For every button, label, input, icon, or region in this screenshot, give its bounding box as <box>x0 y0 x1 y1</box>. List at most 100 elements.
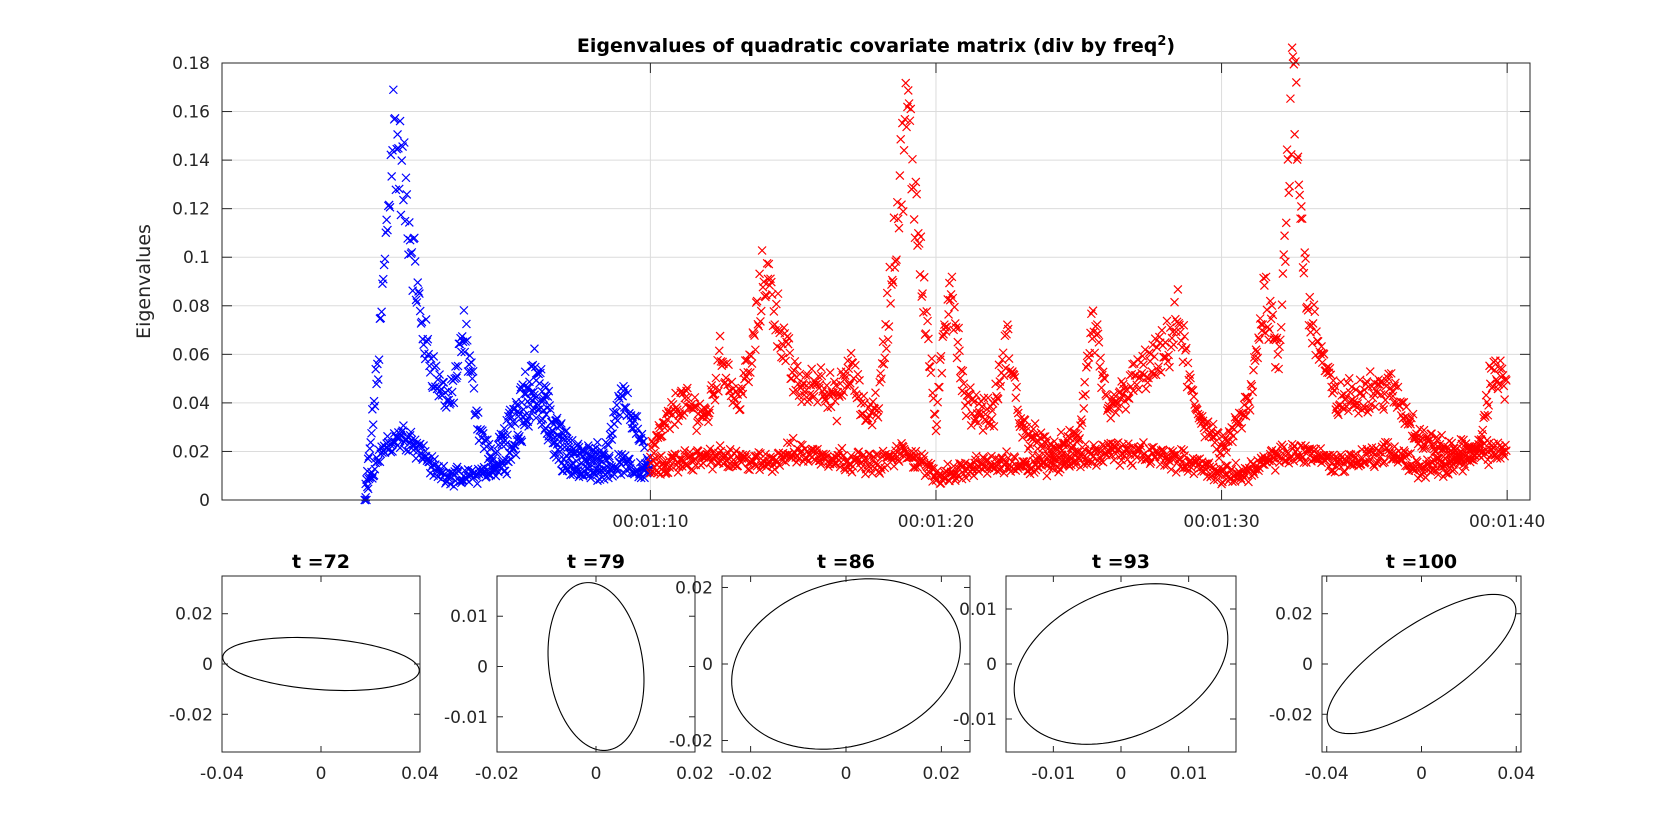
data-point-marker <box>1183 358 1193 368</box>
data-point-marker <box>551 449 560 459</box>
ellipse-subplot-1: t =72 -0.04 0 0.04 -0.02 0 0.02 <box>169 551 439 784</box>
data-point-marker <box>1018 433 1027 442</box>
data-point-marker <box>1268 310 1278 320</box>
subplot-ticks <box>722 576 970 752</box>
data-point-marker <box>925 468 935 478</box>
data-point-marker <box>1433 470 1443 480</box>
data-point-marker <box>1364 382 1373 392</box>
y-tick-label: 0 <box>986 655 997 675</box>
data-point-marker <box>650 440 660 450</box>
data-point-marker <box>1253 353 1263 363</box>
data-point-marker <box>682 383 692 393</box>
data-point-marker <box>385 202 395 212</box>
data-point-marker <box>1259 273 1268 283</box>
data-point-marker <box>919 272 929 282</box>
data-point-marker <box>502 469 512 479</box>
data-point-marker <box>744 377 754 387</box>
x-tick-label: 00:01:30 <box>1183 512 1259 532</box>
data-point-marker <box>363 454 373 464</box>
data-point-marker <box>892 197 902 207</box>
data-point-marker <box>423 334 433 344</box>
data-point-marker <box>1433 436 1442 445</box>
data-point-marker <box>1317 358 1327 368</box>
data-point-marker <box>899 145 909 155</box>
data-point-marker <box>593 476 602 486</box>
data-point-marker <box>805 389 815 399</box>
data-point-marker <box>1097 383 1106 393</box>
data-point-marker <box>917 292 927 301</box>
data-point-marker <box>789 366 799 375</box>
data-point-marker <box>1222 447 1232 457</box>
data-point-marker <box>1273 350 1283 359</box>
data-point-marker <box>820 394 830 404</box>
data-point-marker <box>1113 403 1123 413</box>
data-point-marker <box>516 435 526 445</box>
data-point-marker <box>1077 418 1087 428</box>
data-point-marker <box>1270 466 1280 475</box>
x-tick-label: 0 <box>316 764 327 784</box>
data-point-marker <box>1370 402 1380 412</box>
data-point-marker <box>909 214 919 224</box>
data-point-marker <box>449 481 459 491</box>
data-point-marker <box>982 469 992 479</box>
data-point-marker <box>880 353 890 363</box>
data-point-marker <box>621 403 631 413</box>
data-point-marker <box>388 85 398 95</box>
x-tick-label: 0.04 <box>401 764 439 784</box>
data-point-marker <box>1281 218 1291 228</box>
data-point-marker <box>593 437 602 447</box>
data-point-marker <box>1170 297 1179 307</box>
data-point-marker <box>867 420 877 430</box>
data-point-marker <box>401 445 411 455</box>
data-point-marker <box>460 347 470 357</box>
data-point-marker <box>378 274 388 284</box>
data-point-marker <box>1022 422 1032 432</box>
data-point-marker <box>927 354 937 364</box>
data-point-marker <box>807 364 817 374</box>
data-point-marker <box>813 444 822 454</box>
data-point-marker <box>688 465 698 475</box>
main-eigenvalue-chart: Eigenvalues of quadratic covariate matri… <box>133 34 1545 533</box>
data-point-marker <box>409 233 419 243</box>
data-point-marker <box>710 395 720 405</box>
data-point-marker <box>977 401 987 411</box>
data-point-marker <box>860 455 870 465</box>
data-point-marker <box>1296 202 1306 211</box>
data-point-marker <box>1483 410 1493 420</box>
data-point-marker <box>1152 342 1162 352</box>
data-point-marker <box>501 439 511 449</box>
data-point-marker <box>1345 387 1355 397</box>
y-tick-label: 0.02 <box>172 442 210 462</box>
data-point-marker <box>751 451 761 461</box>
data-point-marker <box>1121 404 1131 414</box>
data-point-marker <box>839 450 849 460</box>
data-point-marker <box>636 473 646 483</box>
data-point-marker <box>953 471 963 481</box>
data-point-marker <box>676 388 686 398</box>
data-point-marker <box>564 453 574 463</box>
data-point-marker <box>640 443 649 453</box>
data-point-marker <box>419 441 429 450</box>
data-point-marker <box>514 408 524 417</box>
data-point-marker <box>986 414 996 424</box>
data-point-marker <box>656 451 666 461</box>
data-point-marker <box>1021 460 1031 470</box>
data-point-marker <box>1490 365 1499 375</box>
data-point-marker <box>1254 333 1263 343</box>
y-tick-label: -0.01 <box>953 710 997 730</box>
data-point-marker <box>1132 452 1142 462</box>
data-point-marker <box>1427 429 1436 439</box>
data-point-marker <box>453 361 463 371</box>
data-point-marker <box>721 373 731 383</box>
main-chart-title-superscript: 2 <box>1157 34 1166 49</box>
data-point-marker <box>371 364 381 374</box>
data-point-marker <box>468 366 478 376</box>
data-point-marker <box>1316 349 1326 359</box>
data-point-marker <box>692 426 702 436</box>
data-point-marker <box>914 239 924 248</box>
data-point-marker <box>1095 362 1105 371</box>
subplot-ticks <box>1006 576 1236 752</box>
data-point-marker <box>422 337 432 347</box>
data-point-marker <box>837 443 847 453</box>
data-point-marker <box>414 289 424 299</box>
